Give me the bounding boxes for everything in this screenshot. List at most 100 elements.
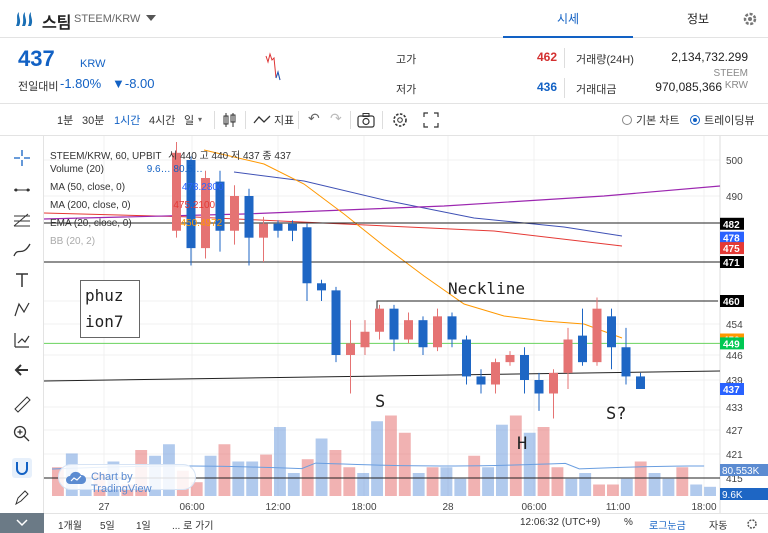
divider	[214, 111, 215, 129]
prediction-icon[interactable]	[12, 330, 32, 350]
watermark-text: Chart by TradingView	[91, 471, 152, 495]
high-label: 고가	[396, 54, 417, 66]
candle-body	[520, 355, 529, 380]
basic-chart-radio[interactable]	[622, 115, 632, 125]
volume-bar	[385, 415, 397, 496]
scale-settings-icon[interactable]	[746, 518, 758, 530]
drawing-toolbar	[0, 136, 44, 533]
zoom-in-icon[interactable]	[12, 424, 32, 444]
interval-4h[interactable]: 4시간	[149, 115, 176, 127]
indicator-button[interactable]: 지표	[274, 115, 295, 127]
change-label: 전일대비	[18, 81, 59, 93]
ruler-icon[interactable]	[12, 394, 32, 414]
tradingview-label[interactable]: 트레이딩뷰	[704, 115, 755, 127]
volume-bar	[426, 467, 439, 496]
fib-icon[interactable]	[12, 210, 32, 230]
volume-unit: STEEM	[713, 68, 748, 79]
ticker-panel: 437 KRW 전일대비 -1.80% ▼-8.00 고가 462 거래량(24…	[0, 38, 768, 104]
text-tool-icon[interactable]	[12, 270, 32, 290]
volume-bar	[190, 482, 203, 496]
settings-gear-icon[interactable]	[736, 6, 764, 32]
volume-bar	[537, 427, 550, 496]
range-1day[interactable]: 1일	[136, 521, 151, 532]
tradingview-cloud-icon	[66, 471, 87, 484]
tab-info[interactable]: 정보	[686, 12, 710, 26]
candle-body	[273, 223, 283, 231]
interval-30m[interactable]: 30분	[82, 115, 105, 127]
candle-type-icon[interactable]	[222, 111, 238, 129]
pattern-icon[interactable]	[12, 300, 32, 320]
tab-market[interactable]: 시세	[503, 0, 633, 38]
crosshair-icon[interactable]	[12, 148, 32, 168]
chart-settings-icon[interactable]	[391, 111, 409, 129]
volume-bar	[412, 473, 425, 496]
interval-day[interactable]: 일	[184, 115, 195, 127]
volume-bar	[260, 454, 272, 496]
divider	[564, 78, 565, 98]
y-tick-label: 415	[726, 474, 743, 485]
interval-dropdown-icon[interactable]: ▾	[198, 115, 203, 124]
volume-bar	[343, 467, 356, 496]
legend-ema20-value: 450.4972	[180, 218, 223, 229]
magnet-icon[interactable]	[12, 458, 32, 478]
tradingview-watermark[interactable]: Chart by TradingView	[58, 464, 196, 495]
neckline-line	[376, 300, 718, 327]
trendline-icon[interactable]	[12, 180, 32, 200]
price-label: 471	[723, 258, 740, 269]
candle-body	[375, 308, 384, 332]
auto-scale-toggle[interactable]: 자동	[709, 521, 728, 532]
candle-body	[360, 331, 370, 348]
volume-label: 거래량(24H)	[576, 54, 634, 66]
candle-body	[317, 283, 326, 291]
volume-bar	[648, 473, 661, 496]
price-label: 482	[723, 220, 740, 231]
pair-dropdown-caret-icon[interactable]	[146, 15, 156, 21]
toolbar-collapse-button[interactable]	[0, 513, 44, 533]
author-line1: phuz	[85, 286, 124, 305]
redo-icon[interactable]: ↷	[330, 110, 342, 126]
divider	[298, 111, 299, 129]
candle-body	[433, 316, 442, 348]
volume-bar	[593, 484, 605, 496]
tradingview-radio[interactable]	[690, 115, 700, 125]
volume-bar	[357, 473, 370, 496]
candle-body	[302, 227, 312, 284]
fullscreen-icon[interactable]	[423, 112, 439, 128]
price-unit: KRW	[80, 58, 106, 70]
volume-bar	[482, 467, 494, 496]
goto-date[interactable]: ... 로 가기	[172, 521, 214, 532]
candle-body	[186, 160, 196, 249]
y-tick-label: 446	[726, 351, 743, 362]
volume-bar	[52, 467, 64, 496]
indicator-icon[interactable]	[253, 114, 271, 126]
clock-timezone[interactable]: 12:06:32 (UTC+9)	[520, 517, 601, 528]
x-tick-label: 06:00	[179, 502, 204, 513]
range-1month[interactable]: 1개월	[58, 521, 82, 532]
divider	[350, 111, 351, 129]
undo-icon[interactable]: ↶	[308, 110, 320, 126]
range-5day[interactable]: 5일	[100, 521, 115, 532]
volume-bar	[579, 473, 592, 496]
interval-1h[interactable]: 1시간	[114, 115, 141, 127]
candle-body	[549, 372, 558, 394]
camera-icon[interactable]	[357, 112, 375, 128]
interval-1m[interactable]: 1분	[57, 115, 74, 127]
x-tick-label: 18:00	[691, 502, 716, 513]
chart-area[interactable]: 5004904714604544464394334274214154824784…	[44, 136, 768, 533]
ma200-line	[44, 212, 623, 247]
arrow-left-icon[interactable]	[12, 360, 32, 380]
chevron-down-icon	[16, 519, 28, 527]
basic-chart-label[interactable]: 기본 차트	[636, 115, 680, 127]
candle-body	[346, 343, 355, 355]
price-chart[interactable]: 5004904714604544464394334274214154824784…	[44, 136, 768, 513]
pencil-lock-icon[interactable]	[12, 488, 32, 508]
brush-icon[interactable]	[12, 240, 32, 260]
percent-toggle[interactable]: %	[624, 517, 633, 528]
candle-body	[230, 196, 239, 231]
amount-label: 거래대금	[576, 84, 617, 96]
change-absolute: ▼-8.00	[112, 76, 155, 91]
legend-volume-label: Volume (20)	[50, 164, 104, 175]
sparkline-chart	[265, 52, 281, 81]
neckline-label: Neckline	[448, 279, 526, 298]
log-scale-toggle[interactable]: 로그눈금	[649, 521, 686, 532]
